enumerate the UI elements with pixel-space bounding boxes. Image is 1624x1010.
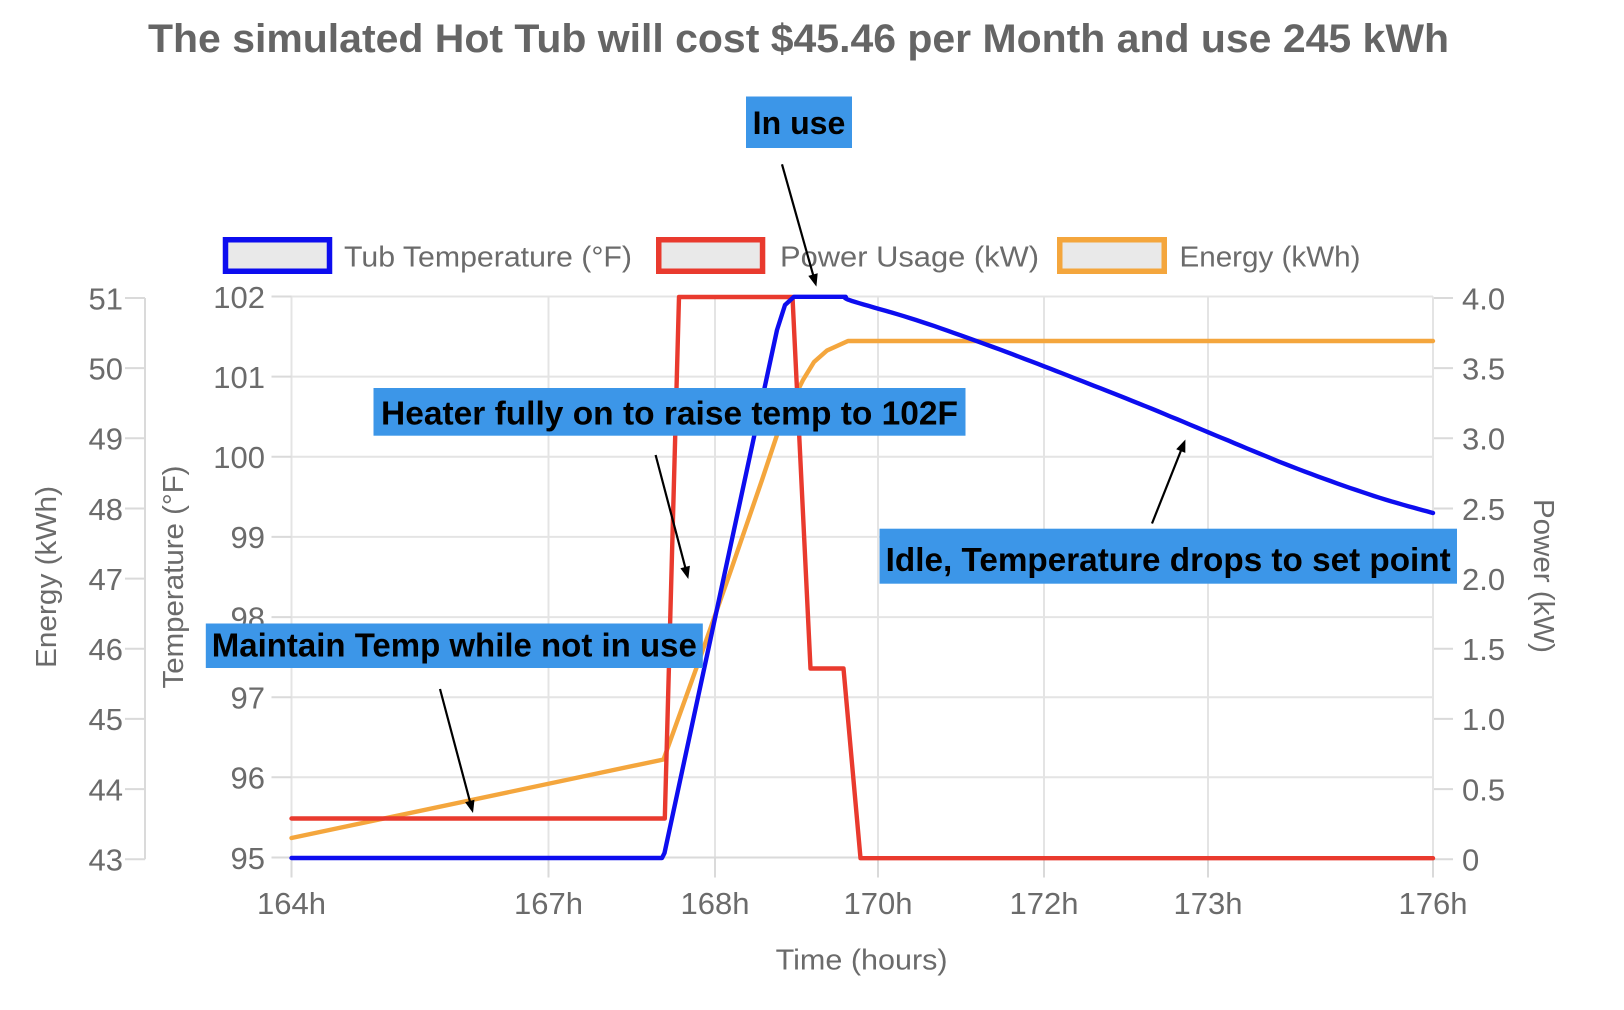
svg-text:47: 47 bbox=[89, 562, 123, 597]
svg-text:2.0: 2.0 bbox=[1462, 562, 1505, 597]
svg-text:44: 44 bbox=[89, 772, 123, 807]
svg-text:176h: 176h bbox=[1399, 886, 1468, 921]
svg-text:The simulated Hot Tub will cos: The simulated Hot Tub will cost $45.46 p… bbox=[148, 17, 1449, 61]
svg-text:102: 102 bbox=[213, 280, 265, 315]
svg-text:164h: 164h bbox=[257, 886, 326, 921]
svg-text:3.0: 3.0 bbox=[1462, 422, 1505, 457]
svg-text:43: 43 bbox=[89, 843, 123, 878]
svg-text:Energy (kWh): Energy (kWh) bbox=[1180, 242, 1361, 274]
svg-text:50: 50 bbox=[89, 351, 123, 386]
svg-text:97: 97 bbox=[231, 681, 265, 716]
svg-text:Temperature (°F): Temperature (°F) bbox=[158, 466, 190, 689]
svg-text:In use: In use bbox=[753, 105, 846, 141]
svg-text:99: 99 bbox=[231, 520, 265, 555]
svg-text:0: 0 bbox=[1462, 843, 1479, 878]
svg-text:Idle, Temperature drops to set: Idle, Temperature drops to set point bbox=[886, 541, 1451, 578]
svg-text:170h: 170h bbox=[844, 886, 913, 921]
svg-text:0.5: 0.5 bbox=[1462, 772, 1505, 807]
svg-text:Power (kW): Power (kW) bbox=[1527, 499, 1559, 653]
svg-text:48: 48 bbox=[89, 492, 123, 527]
svg-text:Tub Temperature (°F): Tub Temperature (°F) bbox=[344, 242, 632, 274]
svg-text:167h: 167h bbox=[514, 886, 583, 921]
svg-text:101: 101 bbox=[213, 360, 265, 395]
svg-text:95: 95 bbox=[231, 841, 265, 876]
svg-text:Time (hours): Time (hours) bbox=[776, 944, 948, 976]
svg-text:96: 96 bbox=[231, 761, 265, 796]
svg-text:100: 100 bbox=[213, 440, 265, 475]
svg-text:Energy (kWh): Energy (kWh) bbox=[31, 486, 63, 668]
svg-text:49: 49 bbox=[89, 422, 123, 457]
svg-text:172h: 172h bbox=[1010, 886, 1079, 921]
svg-text:2.5: 2.5 bbox=[1462, 492, 1505, 527]
svg-text:Maintain Temp while not in use: Maintain Temp while not in use bbox=[212, 627, 697, 664]
svg-text:1.0: 1.0 bbox=[1462, 702, 1505, 737]
svg-text:1.5: 1.5 bbox=[1462, 632, 1505, 667]
svg-text:3.5: 3.5 bbox=[1462, 351, 1505, 386]
svg-text:51: 51 bbox=[89, 281, 123, 316]
svg-text:46: 46 bbox=[89, 632, 123, 667]
svg-text:45: 45 bbox=[89, 702, 123, 737]
svg-text:4.0: 4.0 bbox=[1462, 281, 1505, 316]
svg-text:168h: 168h bbox=[681, 886, 750, 921]
svg-text:Power Usage (kW): Power Usage (kW) bbox=[780, 242, 1039, 274]
svg-text:Heater fully on to raise temp: Heater fully on to raise temp to 102F bbox=[381, 394, 958, 431]
svg-text:173h: 173h bbox=[1174, 886, 1243, 921]
